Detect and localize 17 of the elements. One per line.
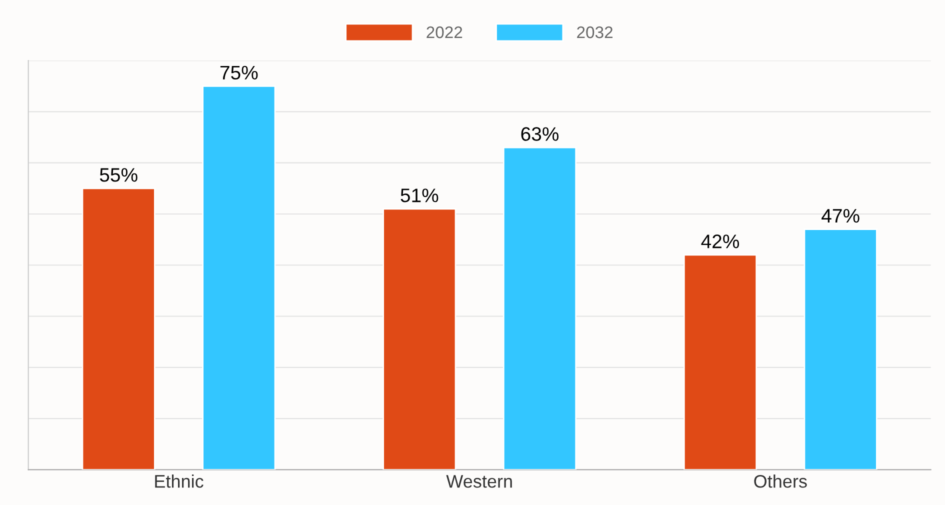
data-label: 42% [701, 234, 740, 248]
x-tick-label: Ethnic [155, 474, 204, 488]
data-label: 75% [220, 66, 258, 80]
legend-label: 2022 [426, 26, 462, 38]
bar [804, 228, 878, 470]
data-label: 51% [400, 188, 438, 202]
bar [382, 208, 456, 470]
data-label: 55% [100, 168, 138, 182]
legend-label: 2032 [577, 26, 612, 38]
bar [82, 188, 156, 470]
data-label: 47% [822, 209, 860, 223]
bar [202, 85, 276, 470]
bar [502, 146, 577, 470]
x-tick-label: Western [446, 475, 512, 488]
x-tick-label: Others [754, 474, 807, 488]
bar [683, 254, 758, 470]
data-label: 63% [521, 127, 559, 141]
